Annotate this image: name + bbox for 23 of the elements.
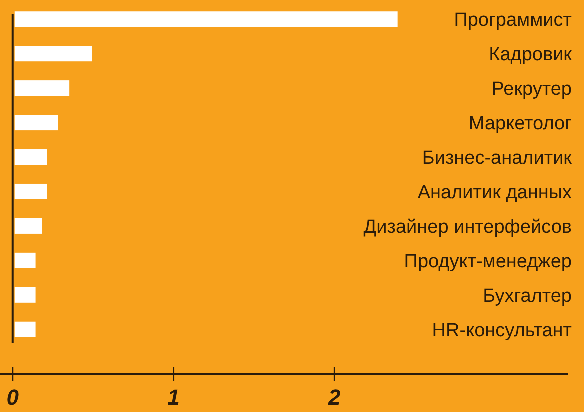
x-tick-label: 0 [6, 385, 20, 410]
y-tick-label: Программист [454, 10, 572, 32]
bar [14, 12, 398, 28]
x-tick-label: 2 [328, 385, 342, 410]
y-tick-label: Бизнес-аналитик [422, 148, 573, 169]
y-tick-label: Дизайнер интерфейсов [364, 216, 572, 238]
bar [14, 287, 36, 303]
y-tick-label: Бухгалтер [483, 286, 572, 307]
bar [14, 80, 70, 96]
bar [14, 150, 48, 166]
bar [14, 218, 42, 234]
y-tick-label: Кадровик [489, 44, 573, 66]
bar [14, 322, 36, 338]
y-tick-label: Продукт-менеджер [404, 251, 572, 272]
bar [14, 115, 58, 131]
y-tick-label: HR-консультант [432, 320, 572, 342]
y-tick-label: Рекрутер [492, 78, 572, 100]
y-tick-label: Маркетолог [468, 113, 572, 134]
bar [14, 46, 92, 62]
bar [14, 252, 36, 268]
x-tick-label: 1 [168, 385, 180, 410]
bar [14, 184, 48, 200]
y-tick-label: Аналитик данных [418, 182, 572, 204]
